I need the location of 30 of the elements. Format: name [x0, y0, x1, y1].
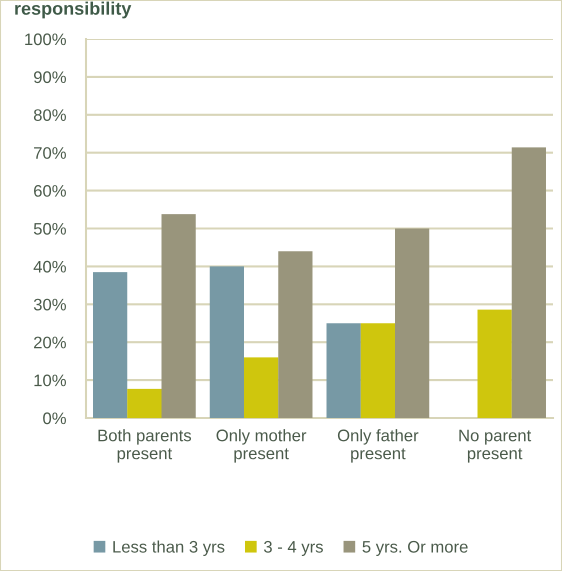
y-tick-label: 90%: [34, 71, 66, 84]
bar: [360, 323, 395, 418]
y-tick-label: 60%: [34, 185, 66, 197]
bar: [93, 272, 128, 418]
bar: [478, 310, 512, 418]
x-tick-label: Both parents present: [98, 429, 192, 463]
legend-label: 5 yrs. Or more: [362, 540, 468, 556]
y-tick-label: 30%: [34, 298, 66, 311]
legend-label: Less than 3 yrs: [113, 540, 224, 556]
y-tick-label: 0%: [43, 412, 66, 424]
y-tick-label: 40%: [34, 260, 66, 273]
chart-title: responsibility: [15, 2, 132, 18]
bar: [278, 251, 312, 418]
x-tick-label: Only mother present: [216, 429, 306, 463]
bar: [326, 323, 361, 418]
bar: [512, 147, 546, 418]
y-tick-label: 10%: [34, 374, 66, 386]
y-tick-label: 70%: [34, 147, 66, 159]
x-tick-label: Only father present: [338, 429, 418, 463]
bar: [395, 228, 430, 418]
y-tick-label: 50%: [34, 222, 66, 235]
y-tick-label: 100%: [25, 33, 66, 46]
bar: [162, 214, 196, 418]
y-tick-label: 80%: [34, 109, 66, 122]
bar: [127, 388, 162, 418]
y-tick-label: 20%: [34, 336, 66, 348]
legend-label: 3 - 4 yrs: [264, 540, 323, 556]
x-tick-label: No parent present: [459, 430, 532, 463]
bar: [210, 266, 244, 418]
bar: [244, 357, 278, 418]
